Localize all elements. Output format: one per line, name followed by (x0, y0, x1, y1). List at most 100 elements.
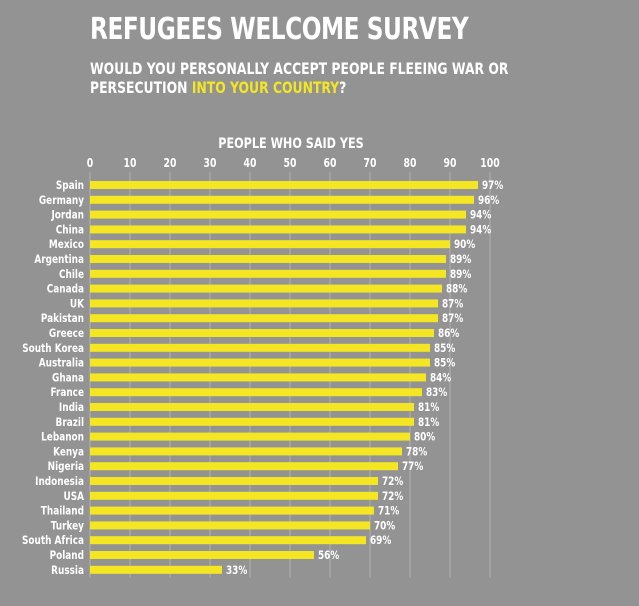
value-label: 86% (438, 326, 460, 340)
value-label: 81% (418, 415, 440, 429)
category-label: Greece (49, 326, 84, 340)
x-tick-label: 80 (404, 156, 417, 170)
x-tick-label: 40 (244, 156, 257, 170)
category-labels: SpainGermanyJordanChinaMexicoArgentinaCh… (22, 178, 85, 577)
x-tick-label: 90 (444, 156, 457, 170)
bar-south-korea (90, 343, 430, 352)
value-label: 56% (318, 548, 340, 562)
bar-poland (90, 551, 314, 559)
x-tick-label: 70 (364, 156, 377, 170)
bar-germany (90, 195, 474, 204)
value-label: 88% (446, 282, 468, 296)
value-label: 89% (450, 252, 472, 266)
category-label: Spain (56, 178, 84, 192)
category-label: Canada (47, 282, 84, 296)
subtitle-line-2-end: ? (339, 78, 347, 97)
survey-question: WOULD YOU PERSONALLY ACCEPT PEOPLE FLEEI… (90, 59, 508, 97)
category-label: South Korea (22, 341, 84, 355)
value-label: 85% (434, 356, 456, 370)
value-label: 85% (434, 341, 456, 355)
x-tick-label: 0 (87, 156, 93, 170)
category-label: Nigeria (48, 459, 84, 473)
bars (90, 181, 478, 574)
bar-chile (90, 269, 446, 278)
category-label: USA (63, 489, 84, 503)
subtitle-line-2-start: PERSECUTION (90, 78, 192, 97)
bar-lebanon (90, 432, 410, 441)
x-axis-ticks: 0 10 20 30 40 50 60 70 80 90 100 (87, 156, 500, 170)
category-label: Russia (51, 563, 84, 577)
bar-kenya (90, 447, 402, 456)
bar-india (90, 403, 414, 411)
category-label: Poland (50, 548, 84, 562)
value-label: 94% (470, 208, 492, 222)
value-label: 81% (418, 400, 440, 414)
value-labels: 97%96%94%94%90%89%89%88%87%87%86%85%85%8… (226, 178, 504, 577)
bar-mexico (90, 240, 450, 249)
value-label: 94% (470, 223, 492, 237)
value-label: 84% (430, 371, 452, 385)
value-label: 33% (226, 563, 248, 577)
value-label: 97% (482, 178, 504, 192)
bar-china (90, 225, 466, 234)
category-label: Brazil (56, 415, 84, 429)
page-title: REFUGEES WELCOME SURVEY (90, 12, 469, 47)
value-label: 72% (382, 489, 404, 503)
bar-russia (90, 565, 222, 574)
bar-argentina (90, 255, 446, 263)
value-label: 90% (454, 237, 476, 251)
bar-australia (90, 358, 430, 367)
value-label: 71% (378, 504, 400, 518)
bar-greece (90, 329, 434, 337)
value-label: 69% (370, 533, 392, 547)
category-label: Turkey (51, 519, 85, 533)
x-tick-label: 20 (164, 156, 177, 170)
bar-turkey (90, 521, 370, 530)
bar-indonesia (90, 477, 378, 485)
bar-thailand (90, 506, 374, 515)
bar-spain (90, 181, 478, 189)
category-label: Pakistan (41, 311, 84, 325)
bar-jordan (90, 210, 466, 219)
category-label: South Africa (22, 533, 84, 547)
category-label: Mexico (49, 237, 84, 251)
category-label: Australia (39, 356, 84, 370)
bar-pakistan (90, 314, 438, 323)
x-tick-label: 50 (284, 156, 297, 170)
value-label: 89% (450, 267, 472, 281)
category-label: Ghana (52, 371, 84, 385)
category-label: China (56, 223, 84, 237)
value-label: 83% (426, 385, 448, 399)
subtitle-line-2: PERSECUTION INTO YOUR COUNTRY? (90, 78, 508, 97)
value-label: 77% (402, 459, 424, 473)
category-label: Thailand (41, 504, 84, 518)
x-tick-label: 30 (204, 156, 217, 170)
bar-ghana (90, 373, 426, 382)
chart-title: PEOPLE WHO SAID YES (218, 135, 364, 152)
bar-canada (90, 284, 442, 293)
x-tick-label: 60 (324, 156, 337, 170)
x-tick-label: 10 (124, 156, 137, 170)
category-label: Indonesia (35, 474, 84, 488)
bar-usa (90, 491, 378, 500)
category-label: Lebanon (41, 430, 84, 444)
bar-nigeria (90, 462, 398, 471)
value-label: 87% (442, 311, 464, 325)
bar-uk (90, 299, 438, 308)
bar-france (90, 388, 422, 397)
category-label: Argentina (34, 252, 84, 266)
category-label: Jordan (51, 208, 85, 222)
category-label: India (59, 400, 84, 414)
value-label: 72% (382, 474, 404, 488)
category-label: Chile (59, 267, 84, 281)
category-label: Kenya (53, 445, 84, 459)
x-tick-label: 100 (480, 156, 499, 170)
bar-south-africa (90, 536, 366, 545)
value-label: 87% (442, 297, 464, 311)
value-label: 96% (478, 193, 500, 207)
category-label: Germany (39, 193, 85, 207)
subtitle-highlight: INTO YOUR COUNTRY (191, 78, 340, 97)
value-label: 70% (374, 519, 396, 533)
category-label: UK (70, 297, 85, 311)
